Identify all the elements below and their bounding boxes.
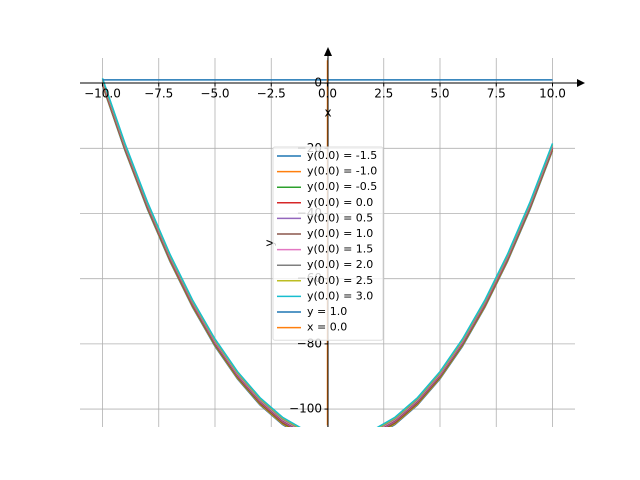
y-arrow [324, 47, 332, 56]
legend-label: y(0.0) = 2.5 [307, 274, 373, 287]
x-arrow [577, 79, 585, 87]
legend-label: y(0.0) = 2.0 [307, 258, 373, 271]
x-tick-label: 5.0 [430, 87, 449, 101]
legend: y(0.0) = -1.5 y(0.0) = -1.0 y(0.0) = -0.5 y… [272, 146, 384, 341]
legend-label: x = 0.0 [307, 321, 347, 334]
legend-box [272, 146, 384, 341]
x-tick-label: −7.5 [144, 87, 173, 101]
legend-label: y(0.0) = 3.0 [307, 289, 373, 302]
y-axis-label: y [263, 239, 277, 246]
legend-label: y(0.0) = -1.5 [307, 149, 377, 162]
x-tick-label: 10.0 [539, 87, 566, 101]
legend-label: y(0.0) = -0.5 [307, 180, 377, 193]
x-tick-label: 2.5 [374, 87, 393, 101]
x-tick-label: −2.5 [257, 87, 286, 101]
x-tick-label: 7.5 [487, 87, 506, 101]
legend-label: y(0.0) = 0.0 [307, 196, 373, 209]
legend-label: y(0.0) = 1.0 [307, 227, 373, 240]
legend-label: y = 1.0 [307, 305, 347, 318]
y-tick-label: −100 [289, 402, 322, 416]
legend-label: y(0.0) = 0.5 [307, 211, 373, 224]
series-line [101, 77, 554, 427]
x-tick-label: −5.0 [200, 87, 229, 101]
legend-label: y(0.0) = -1.0 [307, 165, 377, 178]
legend-label: y(0.0) = 1.5 [307, 243, 373, 256]
x-tick-label: −10.0 [84, 87, 121, 101]
